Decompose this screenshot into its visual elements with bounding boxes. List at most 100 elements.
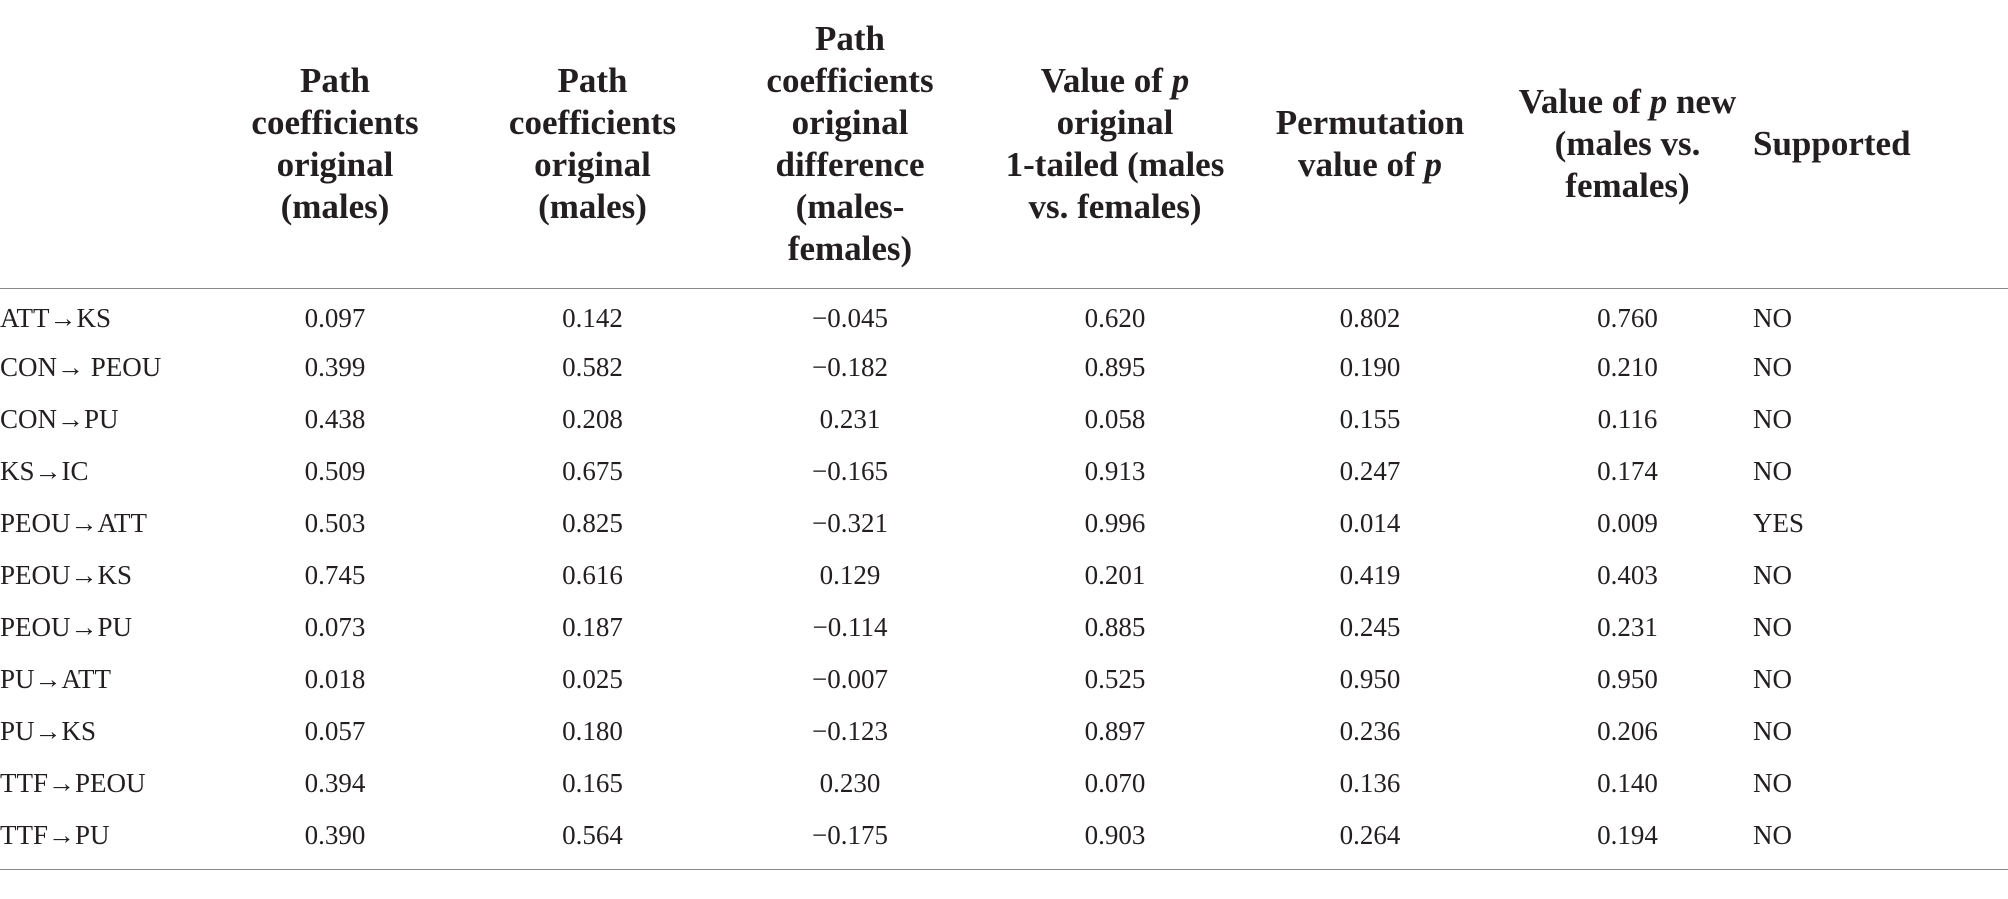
cell-pc-males-1: 0.073 <box>304 611 366 642</box>
table-header: Path coefficients original (males) Path … <box>0 0 2008 289</box>
cell-supported: NO <box>1750 809 2008 870</box>
cell-perm-p: 0.014 <box>1339 507 1401 538</box>
cell-pc-males-2: 0.180 <box>562 715 623 746</box>
cell-pc-diff: −0.182 <box>812 351 888 382</box>
table-row: PEOU→KS 0.745 0.616 0.129 0.201 0.419 0.403 NO <box>0 549 2008 601</box>
cell-p-new: 0.009 <box>1597 507 1658 538</box>
cell-pc-diff: −0.114 <box>812 611 888 642</box>
cell-perm-p: 0.247 <box>1339 455 1401 486</box>
cell-pc-males-2: 0.165 <box>562 767 623 798</box>
cell-supported: NO <box>1753 351 1792 382</box>
table-row: TTF→PEOU 0.394 0.165 0.230 0.070 0.136 0.140 NO <box>0 757 2008 809</box>
cell-p-orig: 0.525 <box>1084 663 1146 694</box>
cell-pc-males-1: 0.509 <box>304 455 366 486</box>
cell-perm-p: 0.236 <box>1339 715 1401 746</box>
header-path-coefficients-males-1: Path coefficients original (males) <box>190 0 480 289</box>
cell-path: PU→KS <box>0 715 97 746</box>
cell-pc-diff: −0.007 <box>812 663 888 694</box>
cell-pc-males-1: 0.745 <box>304 559 366 590</box>
cell-pc-males-1: 0.057 <box>304 715 366 746</box>
cell-pc-males-1: 0.399 <box>304 351 366 382</box>
cell-p-new: 0.194 <box>1505 809 1750 870</box>
table-row: CON→PU 0.438 0.208 0.231 0.058 0.155 0.116 NO <box>0 393 2008 445</box>
cell-pc-males-1: 0.394 <box>304 767 366 798</box>
cell-supported: YES <box>1753 507 1805 538</box>
results-table: Path coefficients original (males) Path … <box>0 0 2008 870</box>
cell-supported: NO <box>1753 767 1792 798</box>
cell-p-new: 0.210 <box>1597 351 1658 382</box>
cell-pc-males-2: 0.616 <box>562 559 623 590</box>
cell-pc-males-2: 0.564 <box>480 809 705 870</box>
cell-path: PEOU→PU <box>0 611 133 642</box>
cell-pc-males-1: 0.438 <box>304 403 366 434</box>
table-row: TTF→PU 0.390 0.564 −0.175 0.903 0.264 0.194 NO <box>0 809 2008 870</box>
table-row: PU→KS 0.057 0.180 −0.123 0.897 0.236 0.206 NO <box>0 705 2008 757</box>
cell-path: TTF→PEOU <box>0 767 146 798</box>
cell-pc-males-2: 0.825 <box>562 507 623 538</box>
cell-p-orig: 0.620 <box>1084 302 1146 333</box>
cell-p-orig: 0.996 <box>1084 507 1146 538</box>
cell-p-orig: 0.885 <box>1084 611 1146 642</box>
cell-perm-p: 0.136 <box>1339 767 1401 798</box>
cell-pc-diff: 0.129 <box>819 559 881 590</box>
cell-p-orig: 0.913 <box>1084 455 1146 486</box>
cell-perm-p: 0.190 <box>1339 351 1401 382</box>
table-row: PEOU→ATT 0.503 0.825 −0.321 0.996 0.014 0.009 Y… <box>0 497 2008 549</box>
header-supported: Supported <box>1750 0 2008 289</box>
header-p-value-original: Value of p original 1-tailed (males vs. … <box>995 0 1235 289</box>
table-row: KS→IC 0.509 0.675 −0.165 0.913 0.247 0.174 NO <box>0 445 2008 497</box>
cell-p-new: 0.116 <box>1597 403 1658 434</box>
table-row: PEOU→PU 0.073 0.187 −0.114 0.885 0.245 0.231 NO <box>0 601 2008 653</box>
cell-p-new: 0.950 <box>1597 663 1658 694</box>
cell-perm-p: 0.264 <box>1235 809 1505 870</box>
cell-pc-males-1: 0.390 <box>190 809 480 870</box>
cell-pc-diff: 0.231 <box>819 403 881 434</box>
cell-pc-males-2: 0.208 <box>562 403 623 434</box>
cell-p-orig: 0.897 <box>1084 715 1146 746</box>
cell-perm-p: 0.245 <box>1339 611 1401 642</box>
cell-pc-diff: −0.045 <box>812 302 888 333</box>
cell-p-new: 0.140 <box>1597 767 1658 798</box>
cell-pc-diff: −0.123 <box>812 715 888 746</box>
cell-pc-diff: −0.165 <box>812 455 888 486</box>
cell-perm-p: 0.802 <box>1339 302 1401 333</box>
cell-pc-males-2: 0.025 <box>562 663 623 694</box>
cell-pc-males-1: 0.097 <box>304 302 366 333</box>
header-row: Path coefficients original (males) Path … <box>0 0 2008 289</box>
cell-pc-males-2: 0.142 <box>562 302 623 333</box>
cell-p-orig: 0.895 <box>1084 351 1146 382</box>
header-path-coefficients-males-2: Path coefficients original (males) <box>480 0 705 289</box>
table-row: PU→ATT 0.018 0.025 −0.007 0.525 0.950 0.950 NO <box>0 653 2008 705</box>
cell-p-orig: 0.058 <box>1084 403 1146 434</box>
cell-perm-p: 0.950 <box>1339 663 1401 694</box>
table-row: CON→ PEOU 0.399 0.582 −0.182 0.895 0.190 0.210… <box>0 341 2008 393</box>
cell-pc-males-1: 0.503 <box>304 507 366 538</box>
cell-supported: NO <box>1753 302 1792 333</box>
cell-pc-diff: −0.321 <box>812 507 888 538</box>
cell-pc-males-2: 0.675 <box>562 455 623 486</box>
cell-path: PEOU→KS <box>0 559 133 590</box>
cell-supported: NO <box>1753 559 1792 590</box>
cell-pc-males-2: 0.187 <box>562 611 623 642</box>
cell-perm-p: 0.419 <box>1339 559 1401 590</box>
header-path-coefficients-difference: Path coefficients original difference (m… <box>705 0 995 289</box>
cell-supported: NO <box>1753 455 1792 486</box>
table-body: ATT→KS 0.097 0.142 −0.045 0.620 0.802 0.760 NO C… <box>0 289 2008 870</box>
cell-p-new: 0.760 <box>1597 302 1658 333</box>
cell-pc-diff: −0.175 <box>705 809 995 870</box>
header-path <box>0 0 190 289</box>
table-row: ATT→KS 0.097 0.142 −0.045 0.620 0.802 0.760 NO <box>0 289 2008 342</box>
cell-p-new: 0.206 <box>1597 715 1658 746</box>
cell-perm-p: 0.155 <box>1339 403 1401 434</box>
cell-p-orig: 0.070 <box>1084 767 1146 798</box>
header-p-value-new: Value of p new (males vs. females) <box>1505 0 1750 289</box>
cell-supported: NO <box>1753 663 1792 694</box>
cell-p-new: 0.403 <box>1597 559 1658 590</box>
cell-supported: NO <box>1753 403 1792 434</box>
cell-supported: NO <box>1753 611 1792 642</box>
cell-path: PEOU→ATT <box>0 507 147 538</box>
cell-p-new: 0.231 <box>1597 611 1658 642</box>
cell-p-orig: 0.903 <box>995 809 1235 870</box>
cell-path: TTF→PU <box>0 809 190 870</box>
cell-pc-males-1: 0.018 <box>304 663 366 694</box>
